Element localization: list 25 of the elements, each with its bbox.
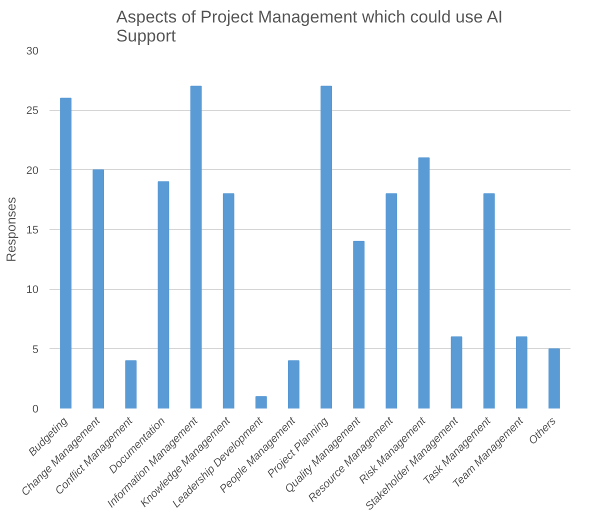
- bar: [548, 348, 560, 408]
- bar: [320, 86, 332, 408]
- y-tick-label: 10: [26, 284, 39, 296]
- bar: [418, 157, 430, 408]
- bar: [516, 336, 528, 408]
- bar: [60, 98, 72, 408]
- y-tick-label: 5: [32, 344, 39, 356]
- bar: [483, 193, 495, 408]
- bar: [386, 193, 398, 408]
- bar: [288, 360, 300, 408]
- y-axis-title: Responses: [3, 196, 18, 262]
- bar: [255, 396, 267, 408]
- y-tick-label: 20: [26, 164, 39, 177]
- bar: [125, 360, 137, 408]
- bar: [353, 240, 365, 408]
- y-tick-label: 15: [26, 224, 39, 236]
- y-tick-label: 25: [26, 105, 39, 118]
- bar: [92, 169, 104, 408]
- bar: [190, 86, 202, 408]
- bar: [158, 181, 170, 408]
- bar: [222, 193, 234, 408]
- y-tick-label: 0: [32, 404, 39, 416]
- y-tick-label: 30: [26, 46, 39, 58]
- bar: [450, 336, 462, 408]
- chart-title: Aspects of Project Management which could use AI Support: [116, 8, 503, 46]
